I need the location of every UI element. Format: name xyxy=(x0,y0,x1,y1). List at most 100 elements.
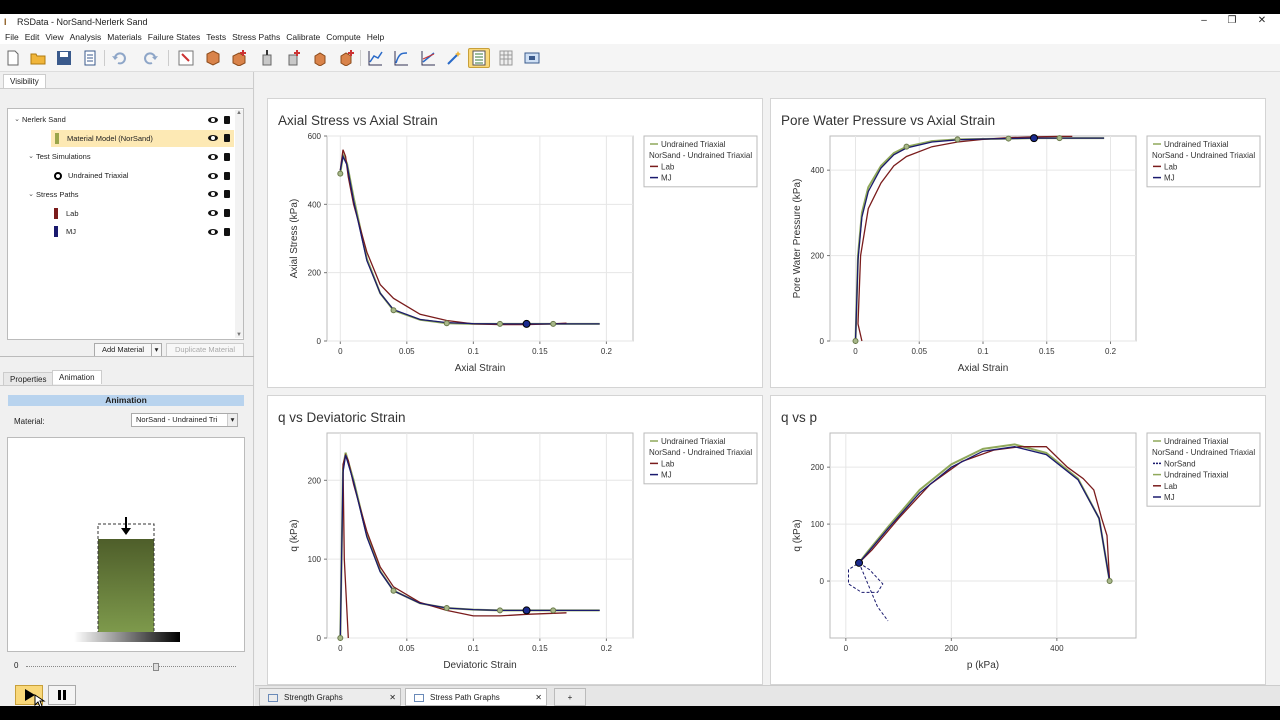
x-tick-label: 200 xyxy=(945,644,959,653)
visibility-eye-icon[interactable] xyxy=(208,172,218,179)
tree-item[interactable]: ⌄ Test Simulations xyxy=(8,148,234,165)
add-material-dropdown[interactable]: ▾ xyxy=(151,343,162,357)
y-tick-label: 100 xyxy=(811,520,825,529)
tree-scrollbar[interactable]: ▲ ▼ xyxy=(235,110,243,338)
menu-failure-states[interactable]: Failure States xyxy=(147,32,201,42)
menu-view[interactable]: View xyxy=(45,32,64,42)
visibility-eye-icon[interactable] xyxy=(208,191,218,198)
menu-analysis[interactable]: Analysis xyxy=(69,32,102,42)
chart-q-vs-p[interactable]: 0 200 400 0 100 200 p (kPa) q (kPa) Undrained Tr… xyxy=(771,396,1267,686)
menu-tests[interactable]: Tests xyxy=(206,32,227,42)
pause-button[interactable] xyxy=(48,685,76,705)
undo-icon[interactable] xyxy=(108,48,130,68)
toolbar xyxy=(0,44,1280,72)
open-folder-icon[interactable] xyxy=(27,48,49,68)
minimize-button[interactable]: – xyxy=(1201,15,1207,26)
tab-properties[interactable]: Properties xyxy=(3,372,54,386)
expand-toggle-icon[interactable]: ⌄ xyxy=(28,153,34,161)
delete-icon[interactable] xyxy=(224,152,230,161)
add-material-icon[interactable] xyxy=(228,48,250,68)
visibility-eye-icon[interactable] xyxy=(208,210,218,216)
data-point xyxy=(1106,578,1113,585)
restore-button[interactable]: ❐ xyxy=(1227,15,1237,26)
x-tick-label: 0.1 xyxy=(468,347,480,356)
add-tab-button[interactable]: + xyxy=(554,688,586,706)
play-icon xyxy=(25,689,35,701)
add-stress-path-icon[interactable] xyxy=(335,48,357,68)
tab-animation[interactable]: Animation xyxy=(52,370,102,384)
menu-materials[interactable]: Materials xyxy=(107,32,142,42)
material-select[interactable]: NorSand - Undrained Tri ▾ xyxy=(131,413,238,427)
menu-edit[interactable]: Edit xyxy=(24,32,40,42)
delete-icon[interactable] xyxy=(224,115,230,124)
tab-visibility[interactable]: Visibility xyxy=(3,74,46,88)
current-marker xyxy=(522,606,531,615)
visibility-eye-icon[interactable] xyxy=(208,116,218,123)
tab-stress-path-graphs[interactable]: Stress Path Graphs ✕ xyxy=(405,688,547,706)
tree-item[interactable]: Material Model (NorSand) xyxy=(51,129,234,147)
menu-compute[interactable]: Compute xyxy=(326,32,361,42)
chart-q-deviatoric[interactable]: 0 0.05 0.1 0.15 0.2 0 100 200 Deviatoric Strain q… xyxy=(268,396,764,686)
animation-slider[interactable] xyxy=(26,663,236,671)
y-tick-label: 600 xyxy=(308,132,322,141)
select-icon[interactable] xyxy=(175,48,197,68)
tree-item[interactable]: ⌄ Nerlerk Sand xyxy=(8,111,234,128)
visibility-eye-icon[interactable] xyxy=(208,228,218,235)
data-point xyxy=(443,605,450,612)
expand-toggle-icon[interactable]: ⌄ xyxy=(14,116,20,123)
graph-title: q vs p xyxy=(781,410,818,425)
app-logo-icon: I xyxy=(4,17,7,27)
material-icon[interactable] xyxy=(202,48,224,68)
menu-calibrate[interactable]: Calibrate xyxy=(286,32,321,42)
visibility-eye-icon[interactable] xyxy=(208,153,218,160)
close-tab-icon[interactable]: ✕ xyxy=(535,693,542,702)
calibrate-icon[interactable] xyxy=(468,48,490,68)
y-tick-label: 100 xyxy=(308,555,322,564)
stress-path-icon[interactable] xyxy=(309,48,331,68)
delete-icon[interactable] xyxy=(224,227,230,236)
close-tab-icon[interactable]: ✕ xyxy=(389,693,396,702)
animation-canvas xyxy=(7,437,245,652)
curve-fit-icon[interactable] xyxy=(417,48,439,68)
delete-icon[interactable] xyxy=(224,190,230,199)
chart-pore-pressure[interactable]: 0 0.05 0.1 0.15 0.2 0 200 400 Axial Strain Pore W… xyxy=(771,99,1267,389)
redo-icon[interactable] xyxy=(140,48,162,68)
menu-stress-paths[interactable]: Stress Paths xyxy=(232,32,281,42)
table-icon[interactable] xyxy=(495,48,517,68)
curve-icon[interactable] xyxy=(390,48,412,68)
add-test-icon[interactable] xyxy=(282,48,304,68)
delete-icon[interactable] xyxy=(224,171,230,180)
y-tick-label: 200 xyxy=(811,252,825,261)
properties-icon[interactable] xyxy=(79,48,101,68)
add-material-button[interactable]: Add Material xyxy=(94,343,152,357)
save-icon[interactable] xyxy=(53,48,75,68)
tree-item[interactable]: Lab xyxy=(8,205,234,222)
compute-icon[interactable] xyxy=(521,48,543,68)
expand-toggle-icon[interactable]: ⌄ xyxy=(28,190,34,198)
tree-item[interactable]: Undrained Triaxial xyxy=(8,167,234,184)
tab-strength-graphs[interactable]: Strength Graphs ✕ xyxy=(259,688,401,706)
chevron-down-icon: ▾ xyxy=(227,414,237,426)
wand-icon[interactable] xyxy=(443,48,465,68)
slider-thumb[interactable] xyxy=(153,663,160,671)
new-file-icon[interactable] xyxy=(2,48,24,68)
specimen-cylinder xyxy=(98,539,154,633)
delete-icon[interactable] xyxy=(224,209,230,217)
test-icon[interactable] xyxy=(256,48,278,68)
delete-icon[interactable] xyxy=(224,134,230,143)
tree-item[interactable]: MJ xyxy=(8,223,234,240)
tree-item-label: Undrained Triaxial xyxy=(68,171,129,181)
mouse-cursor-icon xyxy=(34,694,46,708)
menu-file[interactable]: File xyxy=(5,32,19,42)
visibility-eye-icon[interactable] xyxy=(208,135,218,142)
menu-help[interactable]: Help xyxy=(366,32,385,42)
x-tick-label: 0 xyxy=(853,347,858,356)
data-point xyxy=(337,170,344,177)
legend-entry: Undrained Triaxial xyxy=(1164,140,1229,149)
legend-entry: NorSand - Undrained Triaxial xyxy=(649,151,752,160)
close-button[interactable]: ✕ xyxy=(1257,15,1267,26)
tree-item[interactable]: ⌄ Stress Paths xyxy=(8,186,234,203)
fit-icon[interactable] xyxy=(364,48,386,68)
series-line-mj xyxy=(858,446,1111,582)
